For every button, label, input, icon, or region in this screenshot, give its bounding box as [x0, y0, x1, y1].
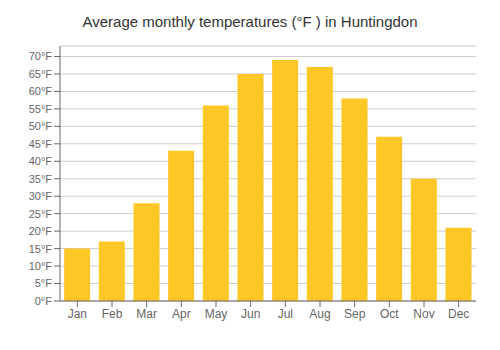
svg-text:Sep: Sep	[344, 307, 366, 321]
svg-text:Apr: Apr	[172, 307, 191, 321]
svg-text:Jul: Jul	[278, 307, 293, 321]
html-text:Average monthly temperatures (: Average monthly temperatures (°F ) in Hu…	[82, 13, 418, 30]
svg-text:40°F: 40°F	[29, 155, 53, 167]
svg-text:Oct: Oct	[380, 307, 399, 321]
svg-text:60°F: 60°F	[29, 85, 53, 97]
svg-text:50°F: 50°F	[29, 120, 53, 132]
svg-text:Nov: Nov	[413, 307, 434, 321]
svg-text:45°F: 45°F	[29, 138, 53, 150]
svg-text:0°F: 0°F	[35, 295, 53, 307]
svg-text:30°F: 30°F	[29, 190, 53, 202]
svg-text:20°F: 20°F	[29, 225, 53, 237]
svg-text:May: May	[205, 307, 228, 321]
svg-text:65°F: 65°F	[29, 68, 53, 80]
svg-text:55°F: 55°F	[29, 103, 53, 115]
svg-text:Jan: Jan	[68, 307, 87, 321]
svg-text:70°F: 70°F	[29, 50, 53, 62]
svg-text:Mar: Mar	[136, 307, 157, 321]
svg-text:Dec: Dec	[448, 307, 469, 321]
svg-text:35°F: 35°F	[29, 173, 53, 185]
svg-text:Aug: Aug	[309, 307, 330, 321]
svg-text:5°F: 5°F	[35, 277, 53, 289]
svg-text:Jun: Jun	[241, 307, 260, 321]
svg-text:10°F: 10°F	[29, 260, 53, 272]
svg-text:Feb: Feb	[102, 307, 123, 321]
svg-text:15°F: 15°F	[29, 243, 53, 255]
svg-text:25°F: 25°F	[29, 208, 53, 220]
